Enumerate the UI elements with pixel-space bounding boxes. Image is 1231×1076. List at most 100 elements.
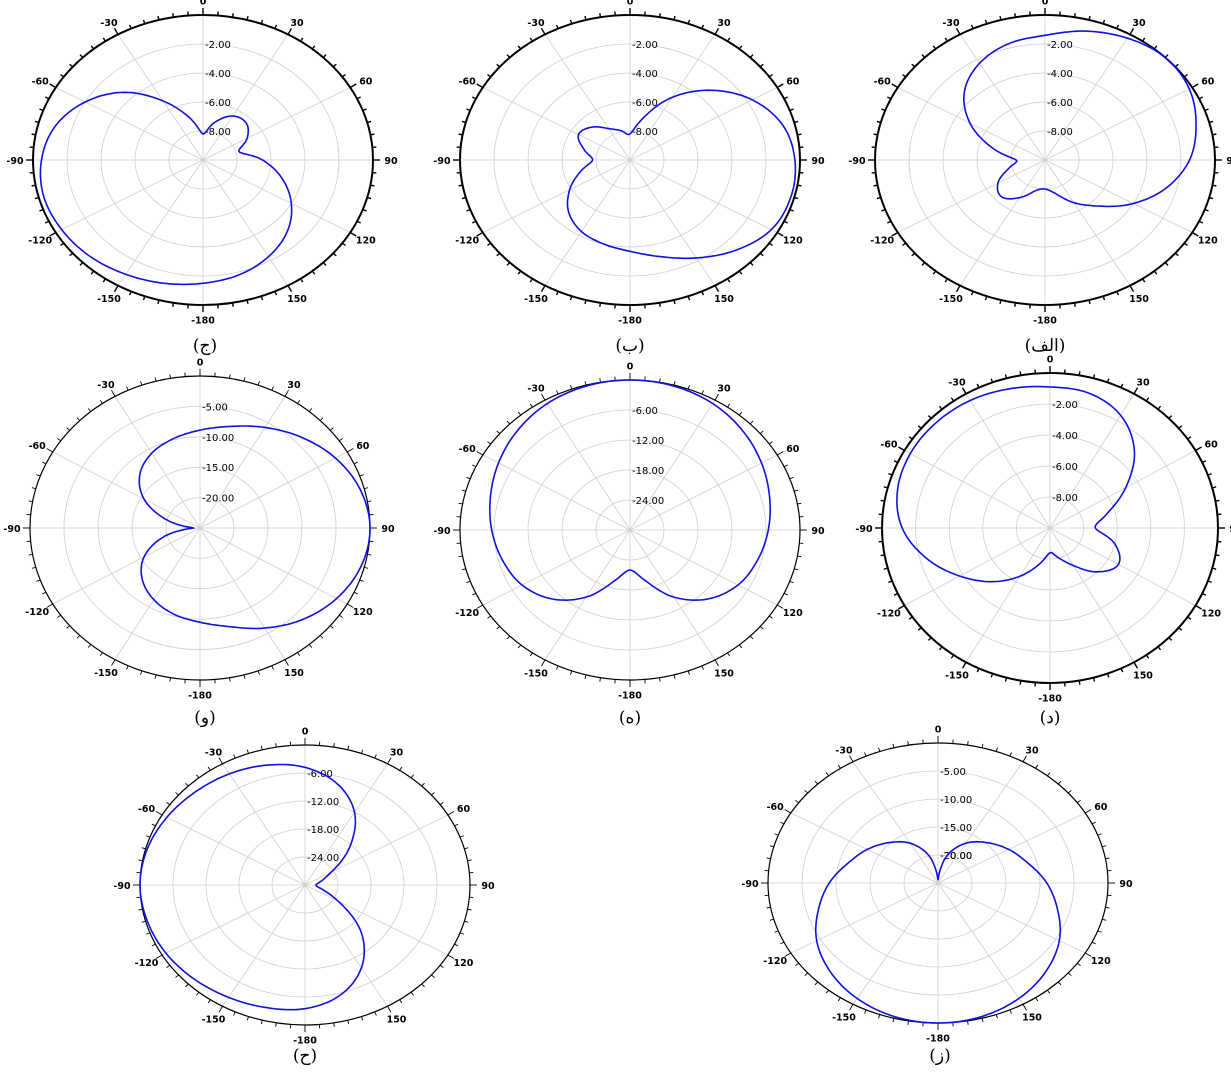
angle-tick xyxy=(1084,952,1092,957)
radial-label: -18.00 xyxy=(307,825,339,836)
angle-label: -180 xyxy=(293,1035,317,1046)
angle-tick xyxy=(459,835,464,838)
angle-tick xyxy=(789,108,794,112)
angle-tick xyxy=(387,757,392,764)
angle-tick xyxy=(69,63,74,68)
angle-tick xyxy=(399,766,403,771)
angle-tick xyxy=(825,989,830,994)
angle-label: -30 xyxy=(835,745,853,756)
angle-tick xyxy=(458,555,463,558)
angle-tick xyxy=(687,670,690,675)
angle-tick xyxy=(584,674,587,679)
angle-tick xyxy=(1102,918,1107,921)
radial-label: -4.00 xyxy=(205,69,231,80)
angle-tick xyxy=(138,859,143,862)
angle-tick xyxy=(673,299,676,305)
angle-tick xyxy=(243,674,246,679)
angle-tick xyxy=(659,378,661,383)
angle-tick xyxy=(467,859,472,862)
angle-tick xyxy=(1201,592,1207,596)
angle-tick xyxy=(784,952,792,957)
angle-tick xyxy=(999,299,1002,305)
angle-tick xyxy=(496,252,501,257)
angle-tick xyxy=(506,54,511,58)
grid-spoke xyxy=(117,34,204,161)
angle-tick xyxy=(881,108,886,112)
angle-tick xyxy=(1067,972,1072,976)
angle-label: -60 xyxy=(874,76,892,87)
angle-label: 90 xyxy=(1119,879,1133,890)
angle-tick xyxy=(1201,460,1207,464)
radiation-pattern-line xyxy=(489,379,771,602)
angle-label: 120 xyxy=(353,607,373,618)
caption-ze: (ز) xyxy=(929,1046,951,1066)
angle-tick xyxy=(995,1014,998,1019)
caption-jim: (ج) xyxy=(192,336,218,356)
angle-tick xyxy=(349,83,357,89)
grid-spoke xyxy=(937,761,1024,884)
angle-tick xyxy=(472,220,477,224)
grid-spoke xyxy=(222,763,306,886)
angle-tick xyxy=(540,28,546,35)
angle-tick xyxy=(970,24,974,29)
angle-tick xyxy=(466,580,471,584)
polar-grid xyxy=(459,379,801,681)
angle-tick xyxy=(776,83,784,89)
grid-spoke xyxy=(790,812,939,884)
angle-tick xyxy=(849,755,854,762)
radial-label: -5.00 xyxy=(940,767,966,778)
angle-tick xyxy=(938,405,943,410)
angle-tick xyxy=(1078,371,1081,376)
radial-label: -6.00 xyxy=(307,769,333,780)
angle-tick xyxy=(260,296,264,301)
radial-label: -24.00 xyxy=(307,853,339,864)
angle-tick xyxy=(102,37,107,42)
angle-tick xyxy=(887,96,892,100)
angle-tick xyxy=(1145,397,1150,402)
angle-tick xyxy=(1174,63,1179,68)
angle-tick xyxy=(271,665,274,670)
angle-tick xyxy=(353,591,358,595)
angle-tick xyxy=(1105,906,1110,909)
angle-tick xyxy=(111,390,116,397)
angle-tick xyxy=(967,741,969,746)
angle-label: -30 xyxy=(97,380,115,391)
angle-tick xyxy=(529,278,534,283)
angle-tick xyxy=(42,461,47,465)
angle-label: 150 xyxy=(1022,1013,1042,1024)
grid-spoke xyxy=(629,529,778,606)
angle-tick xyxy=(944,278,949,283)
angle-tick xyxy=(361,749,364,754)
angle-tick xyxy=(332,63,337,68)
angle-tick xyxy=(141,920,146,923)
angle-tick xyxy=(891,83,899,89)
radial-label: -6.00 xyxy=(632,98,658,109)
angle-label: 60 xyxy=(356,441,370,452)
grid-spoke xyxy=(904,450,1051,529)
angle-tick xyxy=(46,448,54,453)
angle-tick xyxy=(322,54,327,58)
angle-tick xyxy=(1067,790,1072,794)
angle-tick xyxy=(794,489,799,492)
grid-spoke xyxy=(1049,393,1135,529)
angle-tick xyxy=(584,299,587,305)
angle-tick xyxy=(1153,270,1158,275)
angle-tick xyxy=(138,908,143,911)
angle-tick xyxy=(346,603,354,608)
angle-tick xyxy=(1102,296,1106,301)
angle-tick xyxy=(45,96,50,100)
angle-tick xyxy=(1014,302,1017,307)
angle-tick xyxy=(126,386,129,391)
angle-label: 90 xyxy=(381,524,395,535)
angle-tick xyxy=(529,652,533,657)
angle-tick xyxy=(374,754,377,759)
angle-tick xyxy=(367,500,372,503)
angle-tick xyxy=(487,73,492,78)
angle-label: -90 xyxy=(6,156,24,167)
angle-tick xyxy=(1106,378,1110,383)
angle-tick xyxy=(864,1009,867,1014)
radial-label: -10.00 xyxy=(202,433,234,444)
angle-tick xyxy=(584,15,587,21)
angle-label: 0 xyxy=(197,358,204,369)
angle-tick xyxy=(356,220,361,224)
